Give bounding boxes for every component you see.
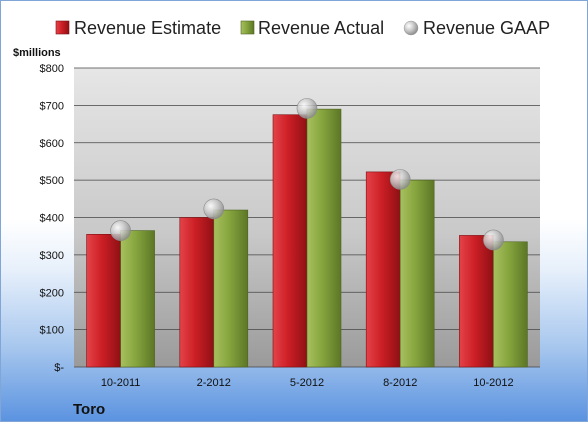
y-tick-label: $100 <box>40 325 64 337</box>
legend-label-actual: Revenue Actual <box>258 18 384 38</box>
legend-swatch-actual <box>240 20 255 35</box>
x-tick-label: 2-2012 <box>197 377 231 389</box>
x-tick-label: 8-2012 <box>383 377 417 389</box>
y-tick-label: $400 <box>40 213 64 225</box>
bar-estimate <box>365 171 401 368</box>
y-tick-label: $500 <box>40 175 64 187</box>
y-tick-label: $300 <box>40 250 64 262</box>
gaap-marker <box>483 229 504 251</box>
y-tick-label: $600 <box>40 138 64 150</box>
legend-swatch-estimate <box>55 20 70 35</box>
legend-label-gaap: Revenue GAAP <box>423 18 550 38</box>
y-tick-label: $200 <box>40 287 64 299</box>
x-tick-label: 5-2012 <box>290 377 324 389</box>
x-tick-label: 10-2012 <box>473 377 513 389</box>
bar-actual <box>306 108 342 368</box>
bar-estimate <box>86 234 121 368</box>
company-label: Toro <box>73 401 105 418</box>
gaap-marker <box>110 220 131 241</box>
x-tick-label: 10-2011 <box>101 377 141 389</box>
bar-estimate <box>179 217 215 368</box>
legend: Revenue Estimate Revenue Actual Revenue … <box>55 18 550 38</box>
y-tick-label: $- <box>54 362 64 374</box>
gaap-markers <box>110 98 504 251</box>
gaap-marker <box>296 98 318 119</box>
bar-estimate <box>459 235 494 368</box>
bar-actual <box>120 230 155 368</box>
legend-label-estimate: Revenue Estimate <box>74 18 221 38</box>
bar-series <box>86 108 528 368</box>
gaap-marker <box>203 198 225 220</box>
bar-actual <box>213 209 249 368</box>
bar-estimate <box>272 114 308 368</box>
x-axis-tick-labels: 10-2011 2-2012 5-2012 8-2012 10-2012 <box>101 377 514 389</box>
y-tick-label: $800 <box>40 63 64 75</box>
y-tick-label: $700 <box>40 100 64 112</box>
gaap-marker <box>389 169 411 190</box>
legend-marker-gaap <box>403 20 419 36</box>
bar-actual <box>399 179 435 368</box>
bar-actual <box>493 241 528 368</box>
y-axis-tick-labels: $- $100 $200 $300 $400 $500 $600 $700 $800 <box>40 63 65 374</box>
y-axis-unit-label: $millions <box>13 47 61 59</box>
